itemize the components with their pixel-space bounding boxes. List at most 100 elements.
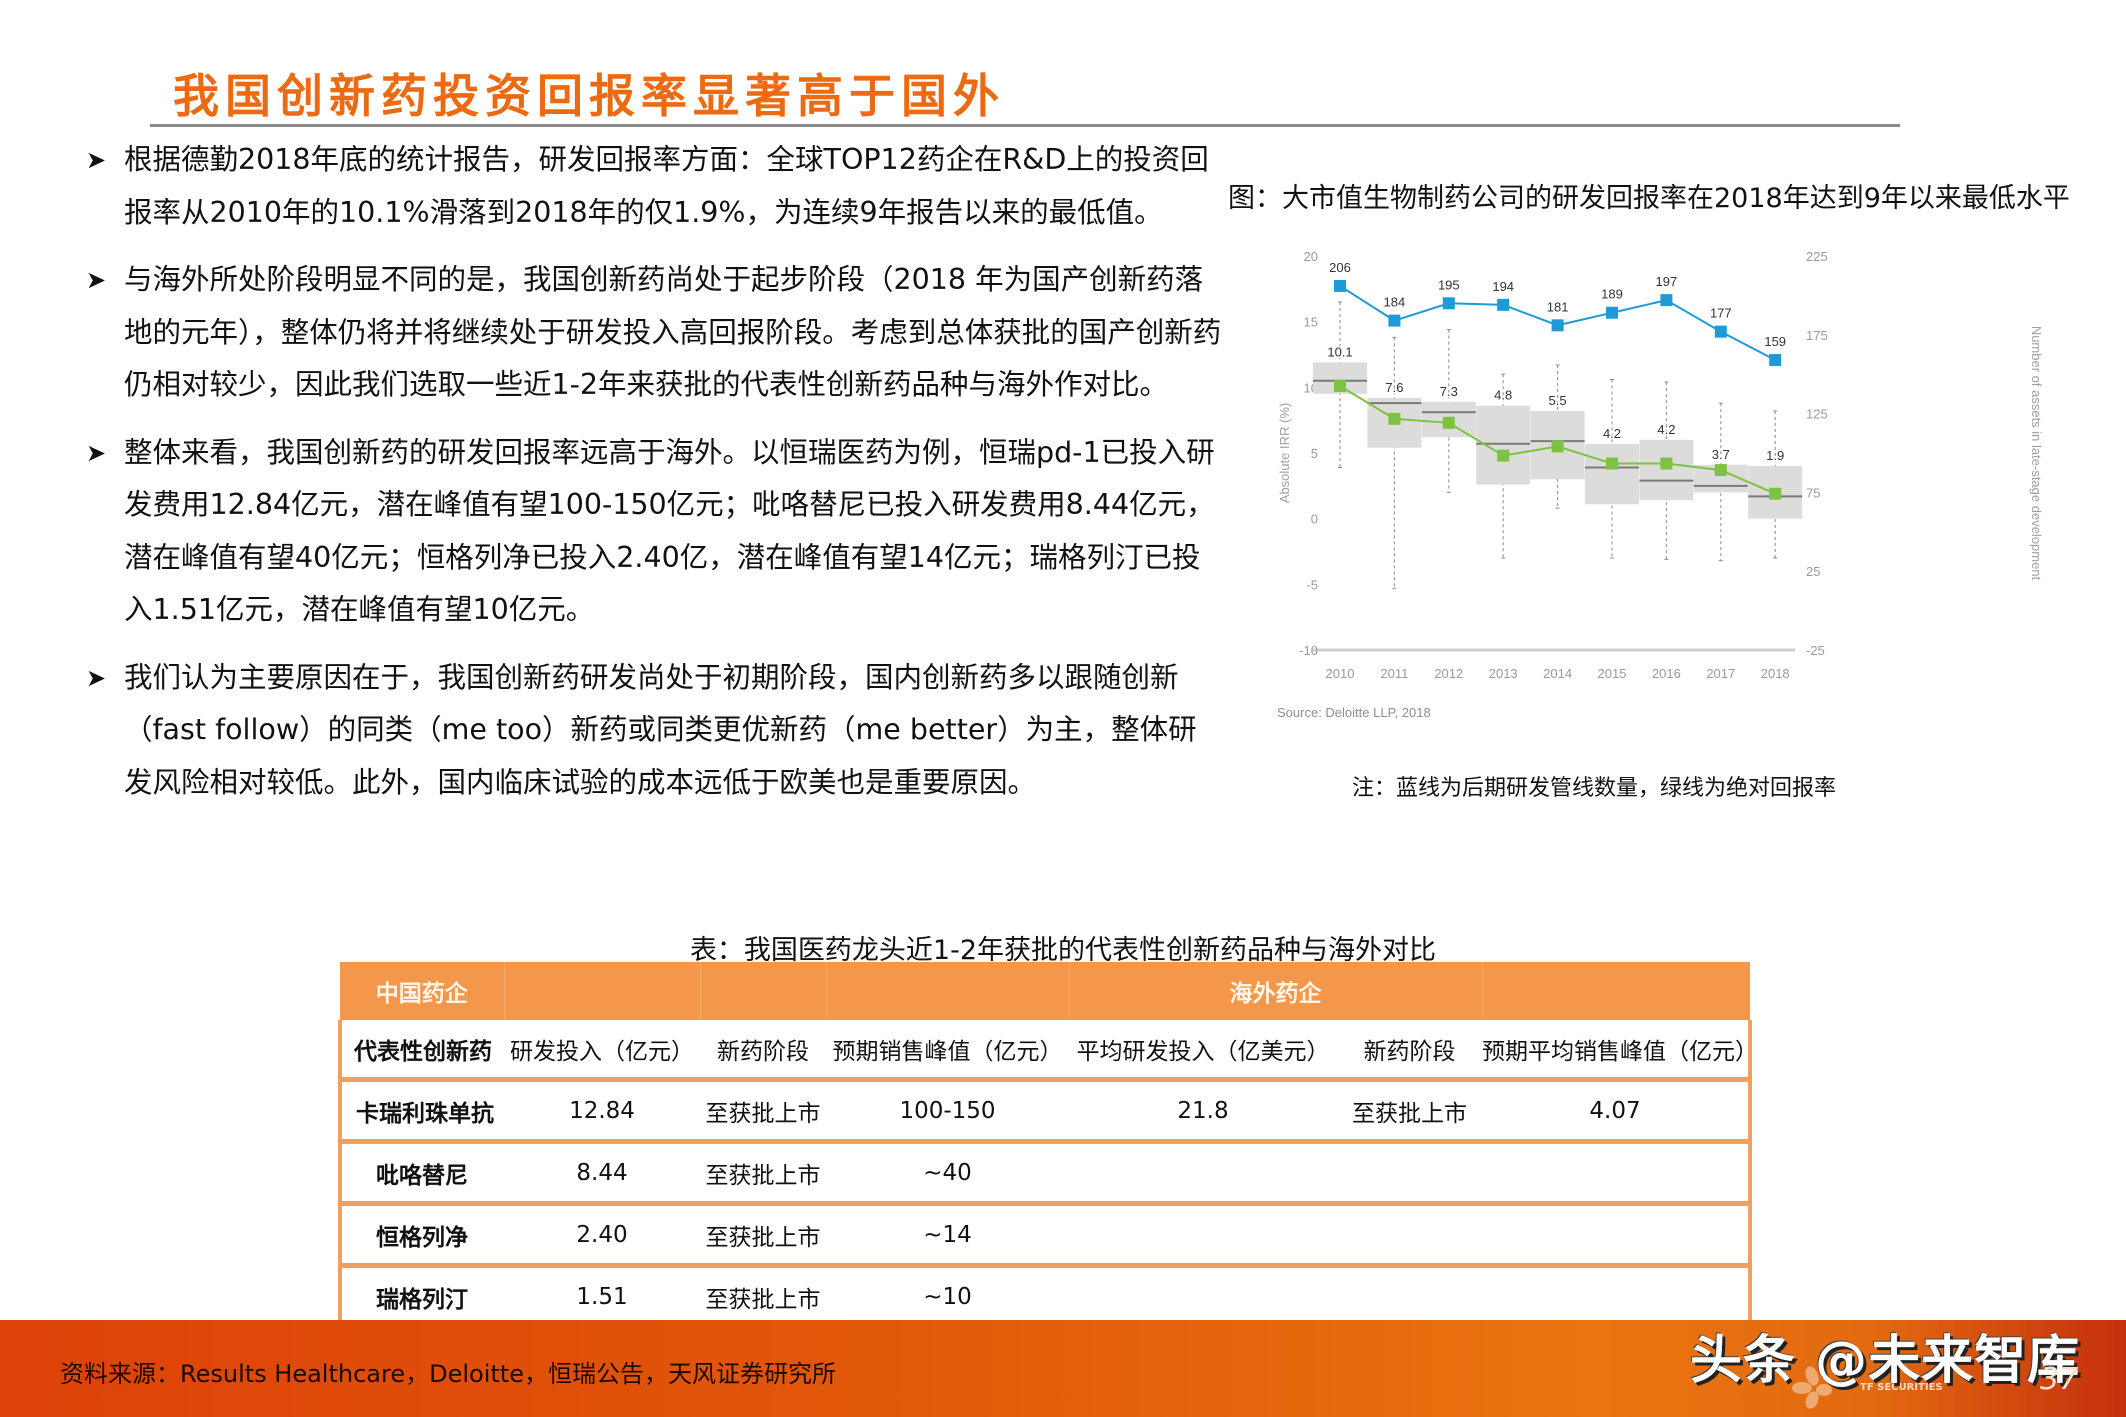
table-cell: ~10 <box>826 1265 1069 1330</box>
table-cell: 至获批上市 <box>1337 1079 1482 1144</box>
svg-text:75: 75 <box>1806 485 1820 500</box>
column-header-row: 代表性创新药 研发投入（亿元） 新药阶段 预期销售峰值（亿元） 平均研发投入（亿… <box>338 1020 1758 1082</box>
table-cell: 至获批上市 <box>700 1203 826 1268</box>
table-row: 恒格列净 2.40 至获批上市 ~14 <box>338 1203 1752 1268</box>
svg-text:225: 225 <box>1806 249 1828 264</box>
svg-text:15: 15 <box>1304 315 1318 330</box>
table-cell <box>1482 1141 1752 1206</box>
table-cell <box>1337 1265 1482 1330</box>
svg-text:7.6: 7.6 <box>1385 380 1403 395</box>
svg-text:4.2: 4.2 <box>1657 422 1675 437</box>
column-header: 新药阶段 <box>1337 1020 1482 1082</box>
figure-caption: 图：大市值生物制药公司的研发回报率在2018年达到9年以来最低水平 <box>1228 183 2070 214</box>
column-header: 新药阶段 <box>700 1020 826 1082</box>
svg-text:197: 197 <box>1656 274 1678 289</box>
svg-text:194: 194 <box>1492 279 1514 294</box>
table-cell: 至获批上市 <box>700 1265 826 1330</box>
arrow-bullet-icon: ➤ <box>86 146 107 174</box>
footer-bar <box>0 1320 2126 1417</box>
svg-text:2015: 2015 <box>1598 666 1627 681</box>
table-cell: 12.84 <box>504 1079 700 1144</box>
group-header-overseas: 海外药企 <box>1069 962 1483 1020</box>
group-header-blank <box>826 962 1070 1020</box>
column-header: 平均研发投入（亿美元） <box>1069 1020 1337 1082</box>
group-header-blank <box>1482 962 1750 1020</box>
svg-text:159: 159 <box>1764 334 1786 349</box>
svg-text:189: 189 <box>1601 287 1623 302</box>
svg-text:-10: -10 <box>1299 643 1318 658</box>
table-cell: 4.07 <box>1482 1079 1752 1144</box>
column-header: 预期销售峰值（亿元） <box>826 1020 1069 1082</box>
group-header-blank <box>504 962 701 1020</box>
drug-name: 瑞格列汀 <box>338 1265 504 1330</box>
table-cell: ~40 <box>826 1141 1069 1206</box>
table-cell: 至获批上市 <box>700 1141 826 1206</box>
bullet-text: 我们认为主要原因在于，我国创新药研发尚处于初期阶段，国内创新药多以跟随创新（fa… <box>124 660 1197 799</box>
logo-text: TF SECURITIES <box>1860 1382 1943 1393</box>
svg-text:5.5: 5.5 <box>1549 393 1567 408</box>
svg-text:206: 206 <box>1329 260 1351 275</box>
svg-text:175: 175 <box>1806 328 1828 343</box>
svg-text:10.1: 10.1 <box>1327 344 1352 359</box>
drug-name: 吡咯替尼 <box>338 1141 504 1206</box>
bullet-text: 整体来看，我国创新药的研发回报率远高于海外。以恒瑞医药为例，恒瑞pd-1已投入研… <box>124 435 1215 627</box>
svg-text:2016: 2016 <box>1652 666 1681 681</box>
svg-text:2012: 2012 <box>1434 666 1463 681</box>
table-cell: ~14 <box>826 1203 1069 1268</box>
drug-name: 卡瑞利珠单抗 <box>338 1079 504 1144</box>
svg-text:Source: Deloitte LLP, 2018: Source: Deloitte LLP, 2018 <box>1277 705 1431 720</box>
svg-text:20: 20 <box>1304 249 1318 264</box>
bullet-item: ➤ 根据德勤2018年底的统计报告，研发回报率方面：全球TOP12药企在R&D上… <box>82 134 1222 239</box>
svg-text:Absolute IRR (%): Absolute IRR (%) <box>1277 403 1292 503</box>
svg-text:3.7: 3.7 <box>1712 447 1730 462</box>
table-cell <box>1069 1203 1337 1268</box>
svg-text:4.2: 4.2 <box>1603 426 1621 441</box>
bullet-item: ➤ 与海外所处阶段明显不同的是，我国创新药尚处于起步阶段（2018 年为国产创新… <box>82 254 1222 412</box>
title-divider <box>150 124 1900 127</box>
arrow-bullet-icon: ➤ <box>86 663 107 692</box>
svg-text:2017: 2017 <box>1706 666 1735 681</box>
table-cell: 100-150 <box>826 1079 1069 1144</box>
svg-text:25: 25 <box>1806 564 1820 579</box>
page-number: 37 <box>2040 1362 2079 1397</box>
svg-text:5: 5 <box>1311 446 1318 461</box>
svg-text:2011: 2011 <box>1380 666 1408 681</box>
drug-name: 恒格列净 <box>338 1203 504 1268</box>
svg-text:195: 195 <box>1438 277 1460 292</box>
arrow-bullet-icon: ➤ <box>86 266 107 294</box>
table-cell <box>1337 1141 1482 1206</box>
bullet-item: ➤ 我们认为主要原因在于，我国创新药研发尚处于初期阶段，国内创新药多以跟随创新（… <box>82 652 1222 810</box>
table-cell <box>1482 1203 1752 1268</box>
svg-text:4.8: 4.8 <box>1494 388 1512 403</box>
tf-securities-logo-icon <box>1792 1366 1832 1409</box>
table-cell: 2.40 <box>504 1203 700 1268</box>
svg-text:2013: 2013 <box>1489 666 1518 681</box>
svg-text:181: 181 <box>1547 299 1569 314</box>
table-row: 吡咯替尼 8.44 至获批上市 ~40 <box>338 1141 1752 1206</box>
svg-text:Number of assets in late-stage: Number of assets in late-stage developme… <box>2029 326 2044 581</box>
svg-text:2010: 2010 <box>1326 666 1355 681</box>
table-cell <box>1069 1141 1337 1206</box>
table-cell: 8.44 <box>504 1141 700 1206</box>
svg-text:177: 177 <box>1710 306 1732 321</box>
table-row: 卡瑞利珠单抗 12.84 至获批上市 100-150 21.8 至获批上市 4.… <box>338 1079 1752 1144</box>
page-title: 我国创新药投资回报率显著高于国外 <box>173 69 1005 123</box>
table-cell: 21.8 <box>1069 1079 1337 1144</box>
group-header-blank <box>700 962 827 1020</box>
svg-text:-25: -25 <box>1806 643 1825 658</box>
watermark: 头条 @未来智库 <box>1690 1331 2081 1391</box>
table-cell <box>1069 1265 1337 1330</box>
chart-note: 注：蓝线为后期研发管线数量，绿线为绝对回报率 <box>1352 776 1837 801</box>
bullet-text: 根据德勤2018年底的统计报告，研发回报率方面：全球TOP12药企在R&D上的投… <box>124 143 1209 229</box>
group-header-china: 中国药企 <box>340 962 505 1020</box>
bullet-list: ➤ 根据德勤2018年底的统计报告，研发回报率方面：全球TOP12药企在R&D上… <box>82 134 1222 824</box>
column-header: 研发投入（亿元） <box>504 1020 700 1082</box>
bullet-item: ➤ 整体来看，我国创新药的研发回报率远高于海外。以恒瑞医药为例，恒瑞pd-1已投… <box>82 427 1222 637</box>
table-cell: 1.51 <box>504 1265 700 1330</box>
column-header: 代表性创新药 <box>338 1020 504 1082</box>
comparison-table: 中国药企 海外药企 代表性创新药 研发投入（亿元） 新药阶段 预期销售峰值（亿元… <box>338 962 1758 1330</box>
arrow-bullet-icon: ➤ <box>86 438 107 467</box>
column-header: 预期平均销售峰值（亿元） <box>1482 1020 1758 1082</box>
svg-text:7.3: 7.3 <box>1440 384 1458 399</box>
svg-text:0: 0 <box>1311 512 1318 527</box>
